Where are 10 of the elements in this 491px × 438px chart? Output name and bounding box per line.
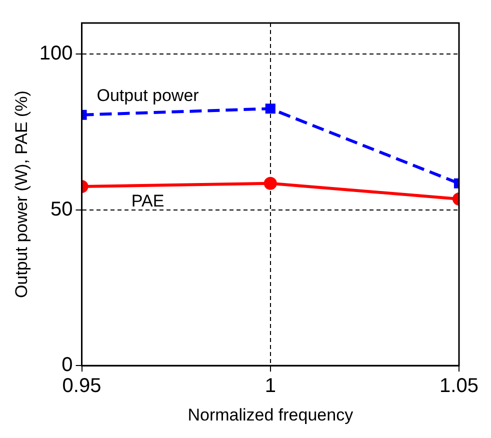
x-tick-label: 1.05: [440, 375, 478, 398]
y-tick-label: 100: [39, 42, 73, 65]
series-label: Output power: [96, 86, 200, 105]
x-tick-label: 1: [264, 375, 276, 398]
x-tick-label: 0.95: [62, 375, 102, 398]
y-tick-label: 50: [50, 198, 73, 220]
y-tick-label: 0: [62, 354, 73, 376]
y-axis-title: Output power (W), PAE (%): [12, 90, 31, 298]
x-axis-title: Normalized frequency: [188, 405, 354, 424]
series-label: PAE: [131, 192, 164, 211]
